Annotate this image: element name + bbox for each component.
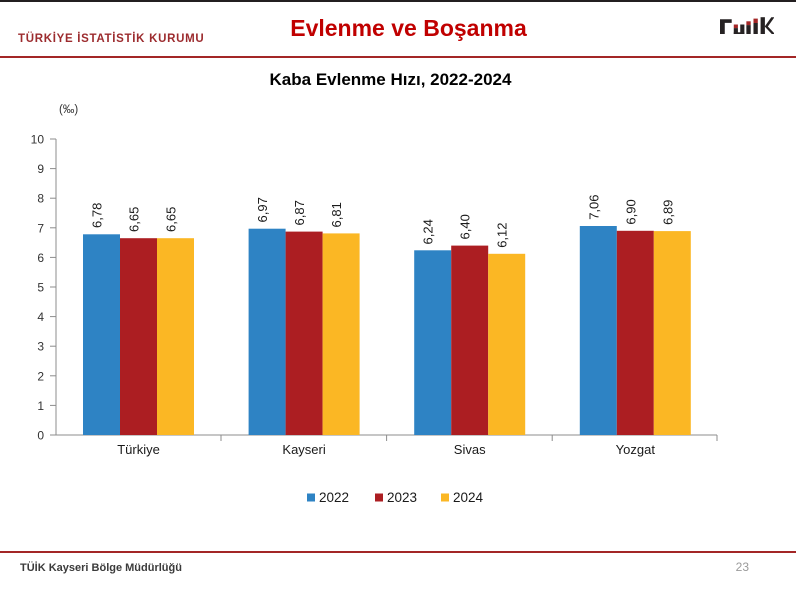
svg-text:2: 2	[37, 369, 44, 383]
svg-text:7: 7	[37, 221, 44, 235]
svg-text:Türkiye: Türkiye	[117, 442, 160, 457]
svg-text:10: 10	[31, 133, 45, 147]
svg-text:6: 6	[37, 251, 44, 265]
svg-text:8: 8	[37, 192, 44, 206]
svg-text:6,89: 6,89	[660, 200, 675, 225]
svg-text:5: 5	[37, 281, 44, 295]
svg-text:2023: 2023	[387, 490, 417, 505]
svg-text:Sivas: Sivas	[454, 442, 486, 457]
svg-text:3: 3	[37, 340, 44, 354]
svg-text:6,87: 6,87	[292, 200, 307, 225]
svg-text:6,90: 6,90	[623, 199, 638, 224]
svg-text:2024: 2024	[453, 490, 484, 505]
svg-text:6,97: 6,97	[255, 197, 270, 222]
svg-text:4: 4	[37, 310, 44, 324]
svg-text:7,06: 7,06	[586, 194, 601, 219]
svg-text:6,12: 6,12	[495, 222, 510, 247]
svg-text:6,81: 6,81	[329, 202, 344, 227]
svg-text:2022: 2022	[319, 490, 349, 505]
svg-text:1: 1	[37, 399, 44, 413]
svg-text:9: 9	[37, 162, 44, 176]
svg-text:0: 0	[37, 429, 44, 443]
svg-text:6,65: 6,65	[164, 207, 179, 232]
svg-text:6,24: 6,24	[421, 219, 436, 244]
svg-text:Kayseri: Kayseri	[282, 442, 325, 457]
svg-text:6,65: 6,65	[127, 207, 142, 232]
svg-text:6,78: 6,78	[90, 203, 105, 228]
svg-text:Yozgat: Yozgat	[616, 442, 656, 457]
svg-text:6,40: 6,40	[458, 214, 473, 239]
